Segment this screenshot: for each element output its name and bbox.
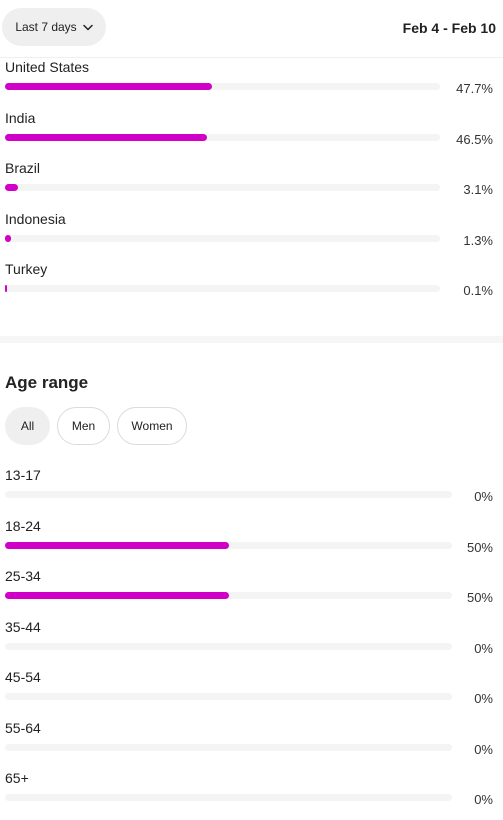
age-row: 18-24 50% xyxy=(0,518,503,568)
country-label: Brazil xyxy=(5,160,41,176)
age-row: 13-17 0% xyxy=(0,467,503,517)
country-percentage: 47.7% xyxy=(456,81,493,96)
country-row: Brazil 3.1% xyxy=(0,160,503,210)
age-bar-track xyxy=(5,693,452,700)
age-label: 65+ xyxy=(5,770,29,786)
country-row: India 46.5% xyxy=(0,110,503,160)
age-label: 13-17 xyxy=(5,467,41,483)
country-label: Turkey xyxy=(5,261,48,277)
country-bar-fill xyxy=(5,184,19,191)
country-label: Indonesia xyxy=(5,210,66,227)
age-bar-track xyxy=(5,642,452,650)
age-bar-fill xyxy=(5,541,229,549)
age-bar-track xyxy=(5,794,452,801)
country-bar-track xyxy=(5,184,440,191)
filter-women-label: Women xyxy=(131,419,173,433)
age-bar-track xyxy=(5,491,452,498)
country-bar-fill xyxy=(5,133,208,141)
country-percentage: 0.1% xyxy=(463,283,493,298)
age-label: 35-44 xyxy=(5,618,41,635)
header: Last 7 days Feb 4 - Feb 10 xyxy=(0,0,503,58)
country-bar-fill xyxy=(5,83,213,90)
country-bar-track xyxy=(5,285,440,292)
age-row: 25-34 50% xyxy=(0,568,503,618)
age-label: 25-34 xyxy=(5,568,41,584)
filter-all-label: All xyxy=(20,419,35,433)
chevron-down-icon xyxy=(82,24,93,31)
date-range-dropdown[interactable]: Last 7 days xyxy=(2,8,106,46)
age-row: 35-44 0% xyxy=(0,619,503,669)
country-bar-track xyxy=(5,234,440,242)
age-row: 55-64 0% xyxy=(0,720,503,770)
country-percentage: 1.3% xyxy=(463,232,493,248)
country-bar-track xyxy=(5,133,440,141)
age-row: 45-54 0% xyxy=(0,669,503,719)
country-bar-fill xyxy=(5,234,11,242)
age-bar-track xyxy=(5,592,452,599)
filter-all-chip[interactable]: All xyxy=(5,407,50,445)
country-percentage: 3.1% xyxy=(463,182,493,197)
country-label: India xyxy=(5,109,36,126)
age-bar-fill xyxy=(5,592,229,599)
section-divider xyxy=(0,336,503,343)
age-percentage: 0% xyxy=(474,691,493,706)
age-label: 18-24 xyxy=(5,517,41,534)
age-label: 45-54 xyxy=(5,669,41,685)
date-range-dropdown-label: Last 7 days xyxy=(15,20,77,34)
country-row: Indonesia 1.3% xyxy=(0,211,503,261)
age-percentage: 50% xyxy=(466,590,493,605)
filter-women-chip[interactable]: Women xyxy=(117,407,187,445)
age-percentage: 0% xyxy=(474,792,493,807)
country-bar-track xyxy=(5,83,440,90)
age-percentage: 0% xyxy=(474,640,493,656)
age-row: 65+ 0% xyxy=(0,770,503,820)
age-bar-track xyxy=(5,743,452,751)
country-bar-fill xyxy=(5,285,7,292)
age-percentage: 0% xyxy=(474,741,493,757)
date-range-text: Feb 4 - Feb 10 xyxy=(402,20,496,36)
country-label: United States xyxy=(5,59,90,75)
country-percentage: 46.5% xyxy=(456,131,493,147)
age-label: 55-64 xyxy=(5,719,41,736)
country-row: United States 47.7% xyxy=(0,59,503,109)
age-percentage: 0% xyxy=(474,489,493,504)
age-range-title: Age range xyxy=(5,373,89,392)
country-row: Turkey 0.1% xyxy=(0,261,503,311)
age-bar-track xyxy=(5,541,452,549)
filter-men-label: Men xyxy=(71,419,96,433)
age-filter-group: All Men Women xyxy=(5,407,187,445)
filter-men-chip[interactable]: Men xyxy=(57,407,110,445)
age-percentage: 50% xyxy=(466,539,493,555)
